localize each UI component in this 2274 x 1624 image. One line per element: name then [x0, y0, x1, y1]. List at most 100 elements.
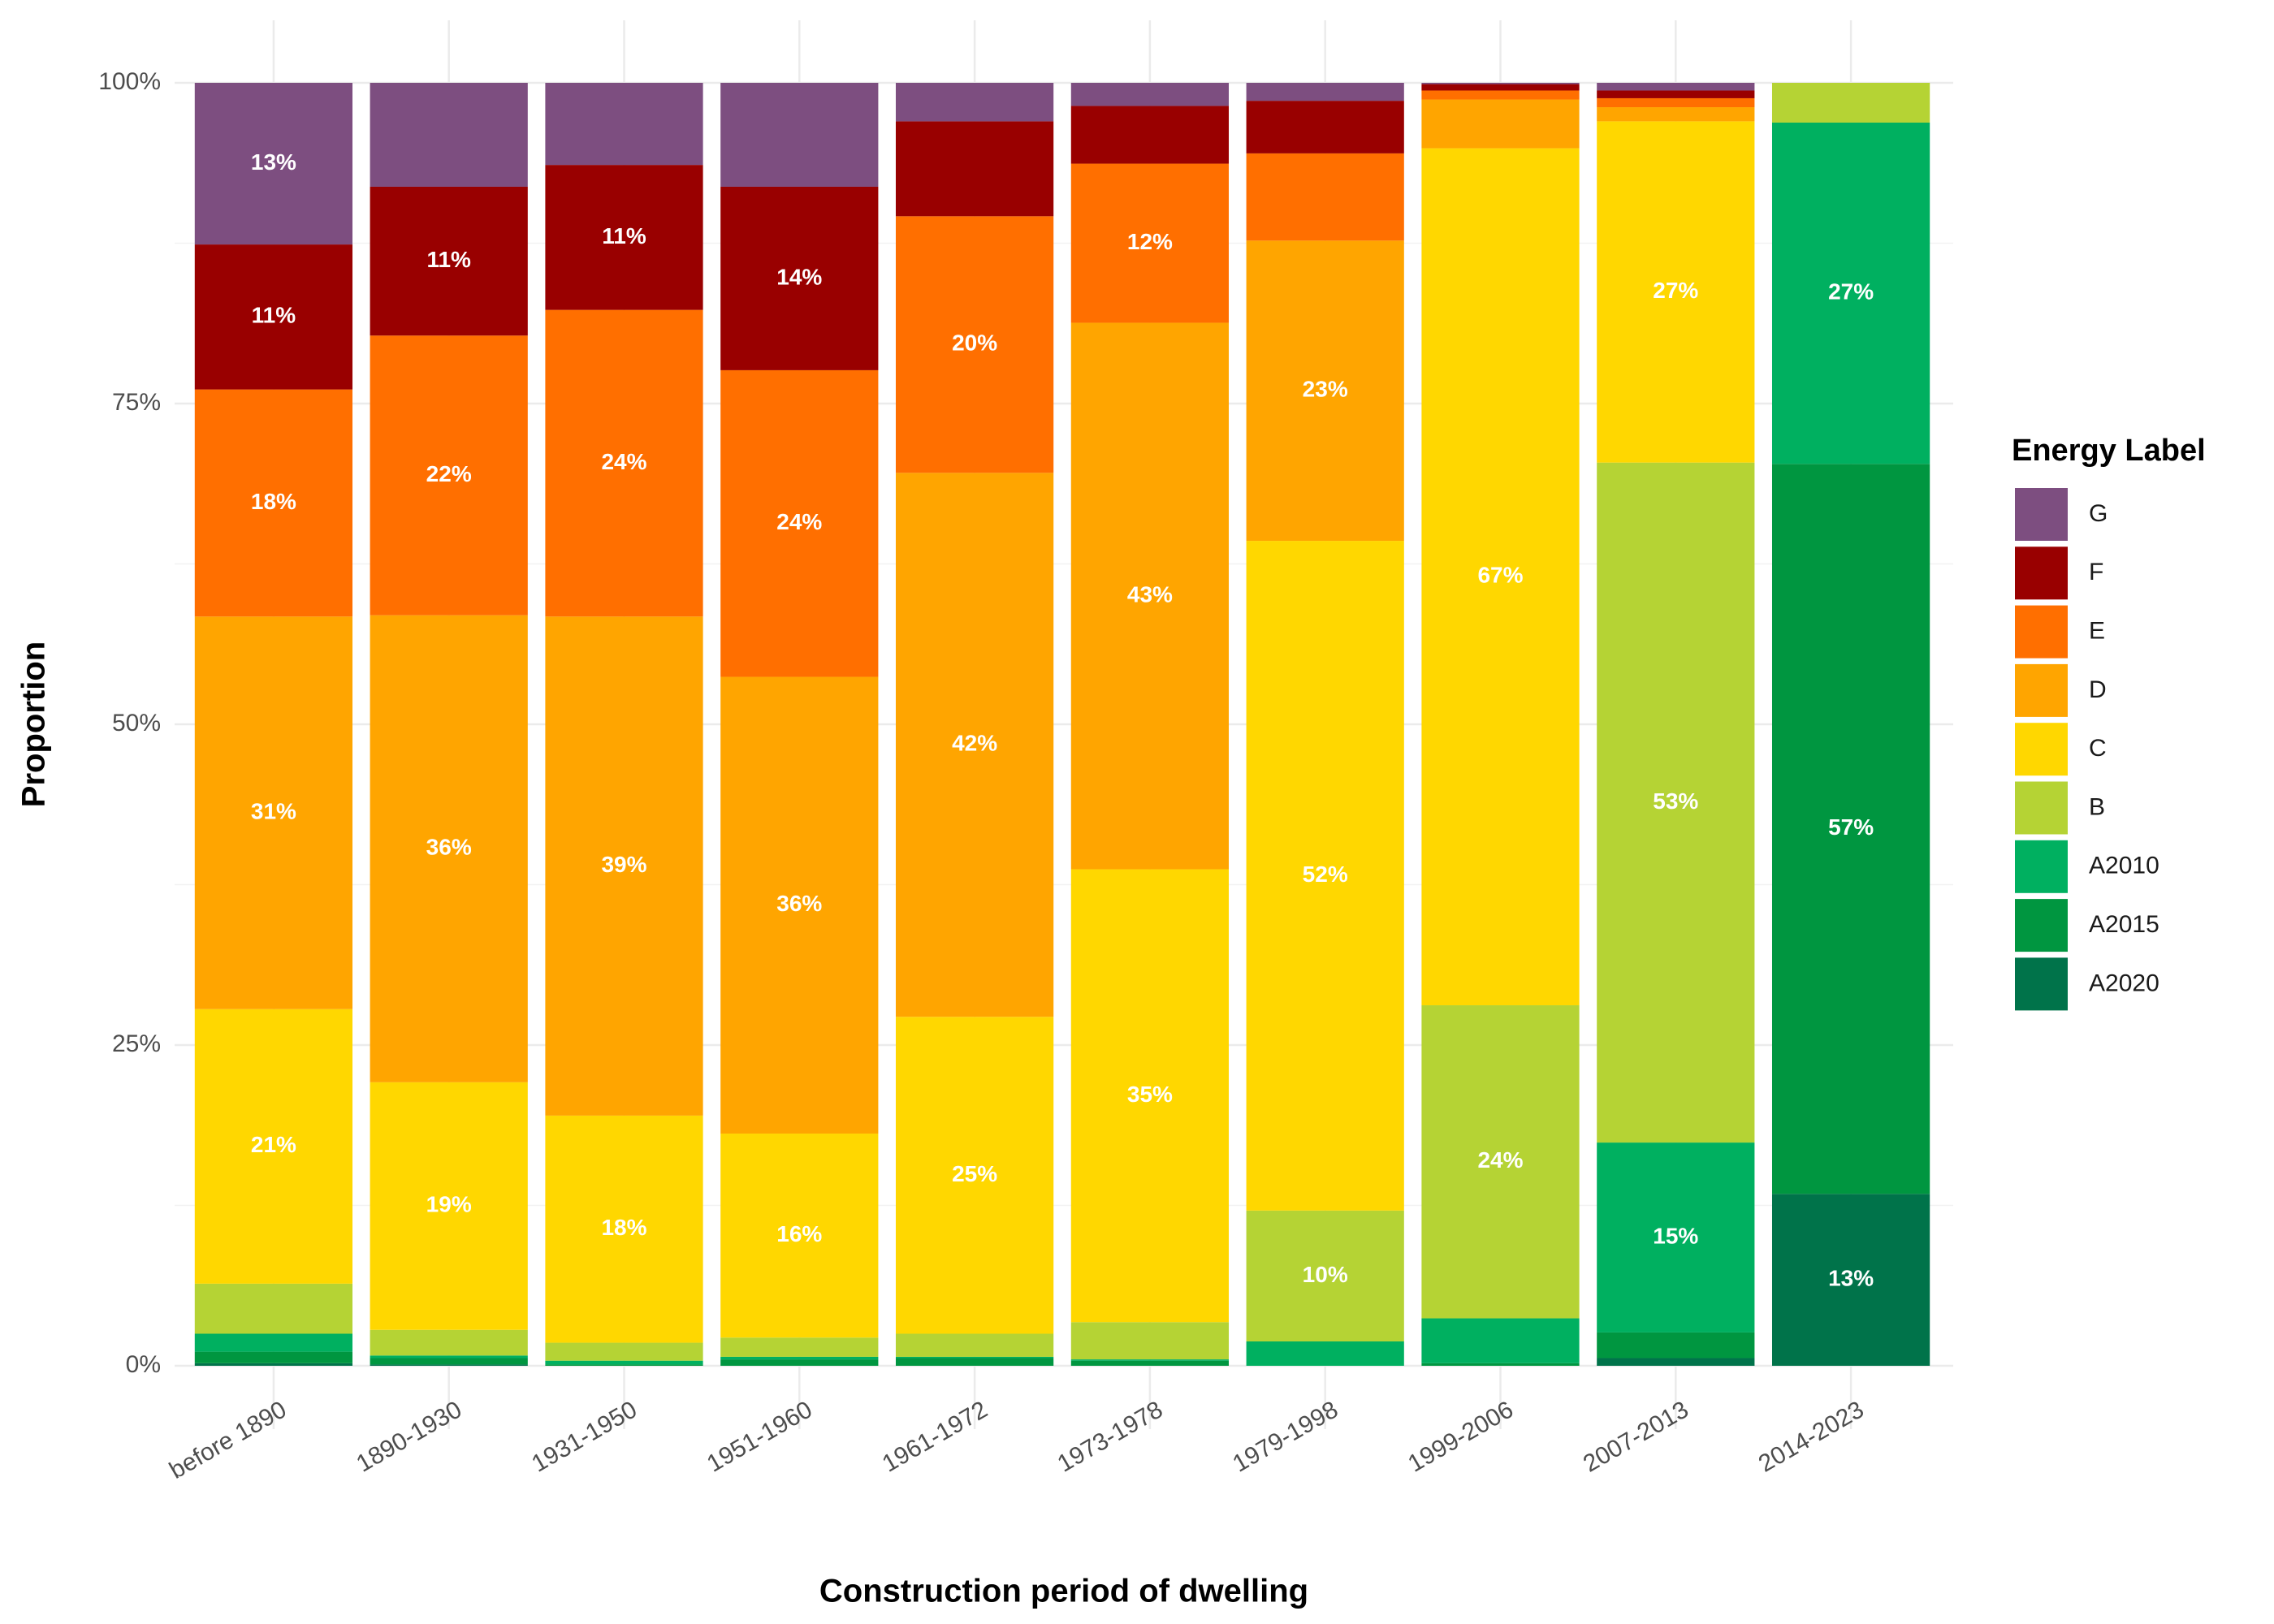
- bar-segment: [720, 83, 879, 187]
- y-tick-label: 100%: [98, 68, 161, 95]
- bar-segment: [1246, 541, 1404, 1211]
- value-label: 10%: [1303, 1262, 1348, 1287]
- bar-segment: [545, 1360, 703, 1365]
- bar-segment: [194, 1283, 353, 1334]
- bar-segment: [720, 1134, 879, 1338]
- bar-segment: [1421, 83, 1580, 84]
- bar-segment: [370, 1358, 528, 1365]
- bar-segment: [1421, 90, 1580, 100]
- bar-segment: [720, 1356, 879, 1360]
- x-axis-title: Construction period of dwelling: [819, 1574, 1308, 1609]
- bar-segment: [1246, 1210, 1404, 1341]
- legend-key: [2015, 723, 2068, 776]
- legend-key: [2015, 488, 2068, 541]
- value-label: 36%: [776, 891, 822, 916]
- bar-segment: [1070, 322, 1230, 870]
- value-label: 11%: [426, 247, 471, 272]
- bar-segment: [545, 83, 703, 166]
- bar-segment: [370, 1364, 528, 1366]
- bar-segment: [1771, 464, 1930, 1194]
- bar-segment: [1246, 153, 1404, 241]
- legend-key: [2015, 957, 2068, 1011]
- value-label: 21%: [251, 1132, 296, 1157]
- legend-label: D: [2089, 676, 2107, 703]
- bar-segment: [1421, 84, 1580, 91]
- legend-title: Energy Label: [2012, 434, 2206, 468]
- bar-segment: [895, 1333, 1054, 1357]
- bar-segment: [1597, 1332, 1755, 1358]
- value-label: 31%: [251, 798, 296, 823]
- legend-key: [2015, 840, 2068, 893]
- bar-segment: [1070, 1360, 1230, 1366]
- bar-segment: [194, 389, 353, 617]
- legend-label: E: [2089, 618, 2105, 645]
- value-label: 18%: [251, 489, 296, 514]
- value-label: 27%: [1828, 279, 1874, 304]
- legend-label: C: [2089, 735, 2107, 762]
- value-label: 22%: [426, 461, 472, 486]
- bar-segment: [895, 473, 1054, 1017]
- legend: G F E D C B A2010 A2015 A2020: [2015, 488, 2159, 1011]
- bar-segment: [1421, 1363, 1580, 1366]
- y-tick-label: 50%: [112, 710, 161, 736]
- value-label: 15%: [1653, 1223, 1698, 1248]
- bar-segment: [1597, 90, 1755, 98]
- bar-segment: [370, 615, 528, 1082]
- bar-segment: [1246, 1341, 1404, 1366]
- value-label: 14%: [776, 264, 822, 289]
- value-label: 35%: [1127, 1082, 1173, 1107]
- bar-segment: [895, 1356, 1054, 1358]
- legend-label: F: [2089, 559, 2103, 585]
- bar-segment: [1421, 99, 1580, 149]
- bar-segment: [1597, 121, 1755, 463]
- bar-segment: [1070, 106, 1230, 164]
- bar-segment: [895, 83, 1054, 122]
- bar-segment: [1070, 869, 1230, 1323]
- y-tick-label: 75%: [112, 389, 161, 416]
- bar-segment: [370, 335, 528, 615]
- bar-segment: [1421, 1005, 1580, 1319]
- value-label: 23%: [1303, 377, 1348, 402]
- bar-segment: [1597, 83, 1755, 91]
- bar-segment: [1070, 1359, 1230, 1361]
- value-label: 24%: [601, 449, 646, 474]
- bar-segment: [720, 186, 879, 370]
- y-axis-title: Proportion: [16, 641, 52, 807]
- legend-label: B: [2089, 793, 2105, 820]
- value-label: 43%: [1127, 581, 1173, 607]
- bar-segment: [1771, 122, 1930, 464]
- value-label: 13%: [1828, 1266, 1874, 1291]
- value-label: 20%: [952, 330, 997, 356]
- value-label: 11%: [252, 303, 296, 328]
- bar-segment: [545, 1364, 703, 1366]
- legend-label: G: [2089, 500, 2108, 527]
- bar-segment: [370, 186, 528, 336]
- bar-segment: [1771, 83, 1930, 123]
- bar-segment: [1246, 83, 1404, 102]
- y-tick-label: 0%: [126, 1351, 161, 1378]
- bar-segment: [545, 616, 703, 1116]
- bar-segment: [1597, 107, 1755, 122]
- y-tick-label: 25%: [112, 1030, 161, 1057]
- bar-segment: [1597, 97, 1755, 108]
- value-label: 13%: [251, 149, 296, 175]
- bar-segment: [1771, 1194, 1930, 1366]
- bar-segment: [1070, 1322, 1230, 1360]
- value-label: 42%: [952, 731, 997, 756]
- value-label: 24%: [776, 509, 822, 534]
- value-label: 39%: [601, 852, 646, 877]
- bars: [194, 83, 1930, 1366]
- legend-label: A2015: [2089, 911, 2159, 938]
- value-label: 25%: [952, 1161, 997, 1186]
- value-label: 19%: [426, 1192, 472, 1217]
- bar-segment: [194, 83, 353, 245]
- bar-segment: [370, 1329, 528, 1356]
- bar-segment: [194, 1009, 353, 1284]
- bar-segment: [1597, 1142, 1755, 1332]
- legend-key: [2015, 663, 2068, 717]
- legend-key: [2015, 899, 2068, 952]
- bar-segment: [545, 1342, 703, 1361]
- bar-segment: [370, 1082, 528, 1330]
- bar-segment: [194, 1333, 353, 1352]
- bar-segment: [194, 1363, 353, 1366]
